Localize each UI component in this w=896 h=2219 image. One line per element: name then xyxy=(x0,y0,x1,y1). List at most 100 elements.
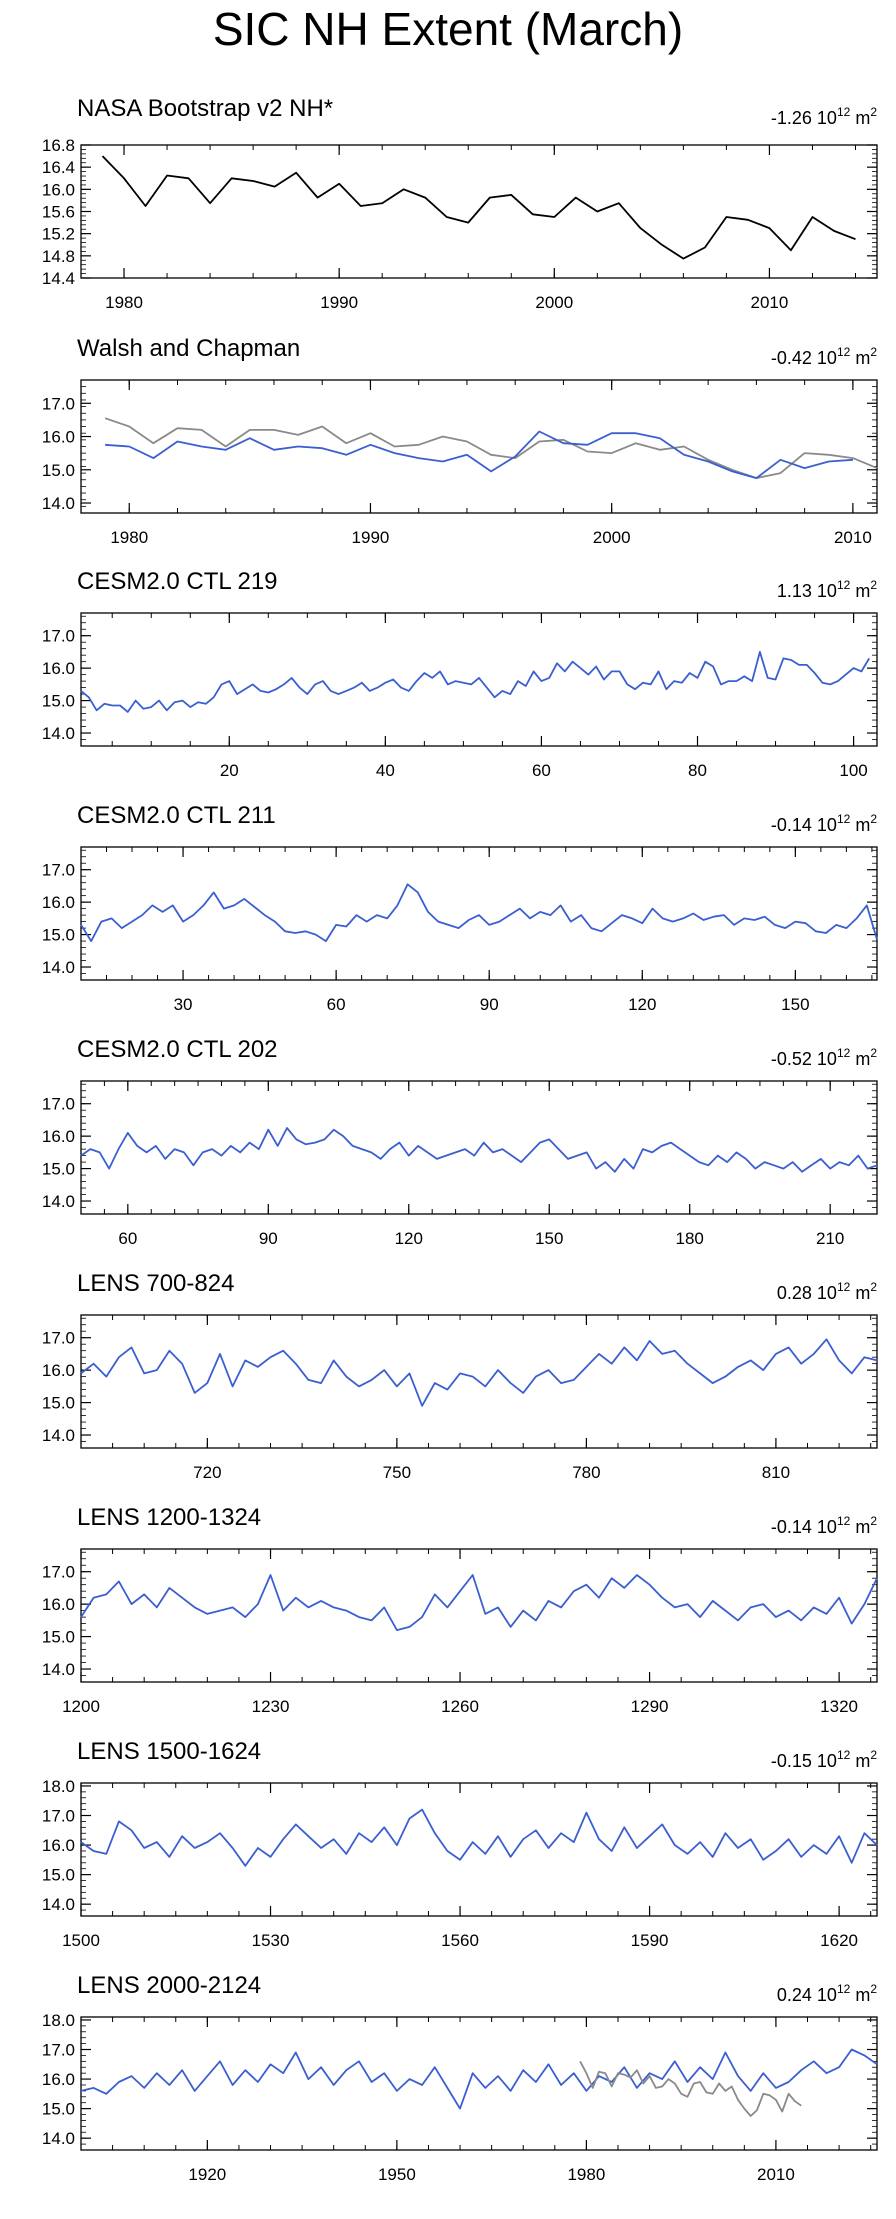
x-tick-label: 180 xyxy=(676,1229,704,1248)
trend-unit-exponent: 2 xyxy=(870,1982,877,1996)
series-line-1 xyxy=(80,883,878,942)
y-tick-label: 14.0 xyxy=(42,958,75,977)
plot-frame xyxy=(80,2016,878,2151)
x-tick-label: 1980 xyxy=(110,528,148,547)
panel-title: LENS 700-824 xyxy=(77,1270,234,1297)
trend-label: -1.26 1012 m2 xyxy=(771,105,877,128)
series-line-1 xyxy=(80,1338,878,1407)
y-tick-label: 17.0 xyxy=(42,861,75,880)
y-tick-label: 14.0 xyxy=(42,2129,75,2148)
plot-frame xyxy=(80,846,878,981)
x-tick-label: 80 xyxy=(688,761,707,780)
series-line-1 xyxy=(80,651,870,713)
chart-panel-2: Walsh and Chapman -0.42 1012 m2 1980 1990 20… xyxy=(42,335,878,547)
y-tick-label: 16.0 xyxy=(42,1127,75,1146)
trend-unit: m xyxy=(850,1049,870,1069)
panel-title: NASA Bootstrap v2 NH* xyxy=(77,95,333,122)
x-tick-label: 2010 xyxy=(834,528,872,547)
trend-unit-exponent: 2 xyxy=(870,1046,877,1060)
series-line-1 xyxy=(80,1574,878,1631)
x-tick-label: 1230 xyxy=(252,1697,290,1716)
y-tick-label: 16.4 xyxy=(42,158,75,177)
panel-title: CESM2.0 CTL 211 xyxy=(77,802,276,829)
trend-unit-exponent: 2 xyxy=(870,105,877,119)
trend-exponent: 12 xyxy=(837,105,851,119)
trend-exponent: 12 xyxy=(837,345,851,359)
y-tick-label: 16.0 xyxy=(42,1361,75,1380)
x-tick-label: 1590 xyxy=(631,1931,669,1950)
trend-value: 0.28 10 xyxy=(777,1283,837,1303)
plot-frame xyxy=(80,612,878,747)
x-tick-label: 2000 xyxy=(535,293,573,312)
trend-exponent: 12 xyxy=(837,812,851,826)
x-tick-label: 1980 xyxy=(567,2165,605,2184)
plot-frame xyxy=(80,1548,878,1683)
y-tick-label: 17.0 xyxy=(42,394,75,413)
trend-value: -0.52 10 xyxy=(771,1049,837,1069)
y-tick-label: 15.0 xyxy=(42,1394,75,1413)
y-tick-label: 17.0 xyxy=(42,627,75,646)
y-tick-label: 18.0 xyxy=(42,2011,75,2030)
panel-title: Walsh and Chapman xyxy=(77,335,300,362)
trend-unit-exponent: 2 xyxy=(870,1280,877,1294)
y-tick-label: 14.0 xyxy=(42,724,75,743)
x-tick-label: 90 xyxy=(259,1229,278,1248)
series-line-1 xyxy=(104,417,878,480)
series-line-1 xyxy=(80,1808,878,1867)
chart-panel-5: CESM2.0 CTL 202 -0.52 1012 m2 60 90 120 150 18… xyxy=(42,1036,878,1248)
y-tick-label: 15.0 xyxy=(42,926,75,945)
x-tick-label: 90 xyxy=(480,995,499,1014)
trend-label: -0.15 1012 m2 xyxy=(771,1748,877,1771)
y-tick-label: 15.0 xyxy=(42,692,75,711)
y-tick-label: 16.0 xyxy=(42,659,75,678)
y-tick-label: 17.0 xyxy=(42,1807,75,1826)
series-line-1 xyxy=(80,2048,878,2110)
y-tick-label: 16.0 xyxy=(42,1836,75,1855)
x-tick-label: 1320 xyxy=(820,1697,858,1716)
chart-panel-7: LENS 1200-1324 -0.14 1012 m2 1200 1230 1260 1… xyxy=(42,1504,878,1716)
chart-panel-8: LENS 1500-1624 -0.15 1012 m2 1500 1530 1560 1… xyxy=(42,1738,878,1950)
x-tick-label: 120 xyxy=(395,1229,423,1248)
y-tick-label: 17.0 xyxy=(42,1095,75,1114)
y-tick-label: 16.0 xyxy=(42,2070,75,2089)
series-line-2 xyxy=(579,2060,802,2117)
chart-panel-4: CESM2.0 CTL 211 -0.14 1012 m2 30 60 90 120 150… xyxy=(42,802,878,1014)
trend-exponent: 12 xyxy=(837,1982,851,1996)
trend-label: 1.13 1012 m2 xyxy=(777,578,877,601)
plot-frame xyxy=(80,1782,878,1917)
trend-unit: m xyxy=(850,1985,870,2005)
x-tick-label: 100 xyxy=(839,761,867,780)
trend-unit: m xyxy=(850,815,870,835)
trend-unit-exponent: 2 xyxy=(870,345,877,359)
trend-label: -0.14 1012 m2 xyxy=(771,1514,877,1537)
y-tick-label: 14.0 xyxy=(42,1192,75,1211)
y-tick-label: 16.0 xyxy=(42,428,75,447)
series-line-2 xyxy=(105,430,853,480)
panel-title: CESM2.0 CTL 202 xyxy=(77,1036,278,1063)
x-tick-label: 30 xyxy=(174,995,193,1014)
y-tick-label: 14.0 xyxy=(42,494,75,513)
trend-unit: m xyxy=(850,108,870,128)
series-line-1 xyxy=(80,1127,878,1173)
plot-frame xyxy=(80,1314,878,1449)
y-tick-label: 16.0 xyxy=(42,180,75,199)
trend-unit: m xyxy=(850,348,870,368)
y-tick-label: 14.4 xyxy=(42,269,75,288)
trend-exponent: 12 xyxy=(837,1748,851,1762)
y-tick-label: 15.0 xyxy=(42,1866,75,1885)
trend-value: 0.24 10 xyxy=(777,1985,837,2005)
trend-unit-exponent: 2 xyxy=(870,1748,877,1762)
chart-panel-3: CESM2.0 CTL 219 1.13 1012 m2 20 40 60 80 100 14… xyxy=(42,568,878,780)
x-tick-label: 210 xyxy=(816,1229,844,1248)
y-tick-label: 14.0 xyxy=(42,1895,75,1914)
plot-frame xyxy=(80,144,878,279)
x-tick-label: 60 xyxy=(532,761,551,780)
x-tick-label: 1290 xyxy=(631,1697,669,1716)
y-tick-label: 15.2 xyxy=(42,225,75,244)
y-tick-label: 16.0 xyxy=(42,893,75,912)
x-tick-label: 780 xyxy=(572,1463,600,1482)
x-tick-label: 1950 xyxy=(378,2165,416,2184)
y-tick-label: 16.0 xyxy=(42,1595,75,1614)
x-tick-label: 2000 xyxy=(593,528,631,547)
